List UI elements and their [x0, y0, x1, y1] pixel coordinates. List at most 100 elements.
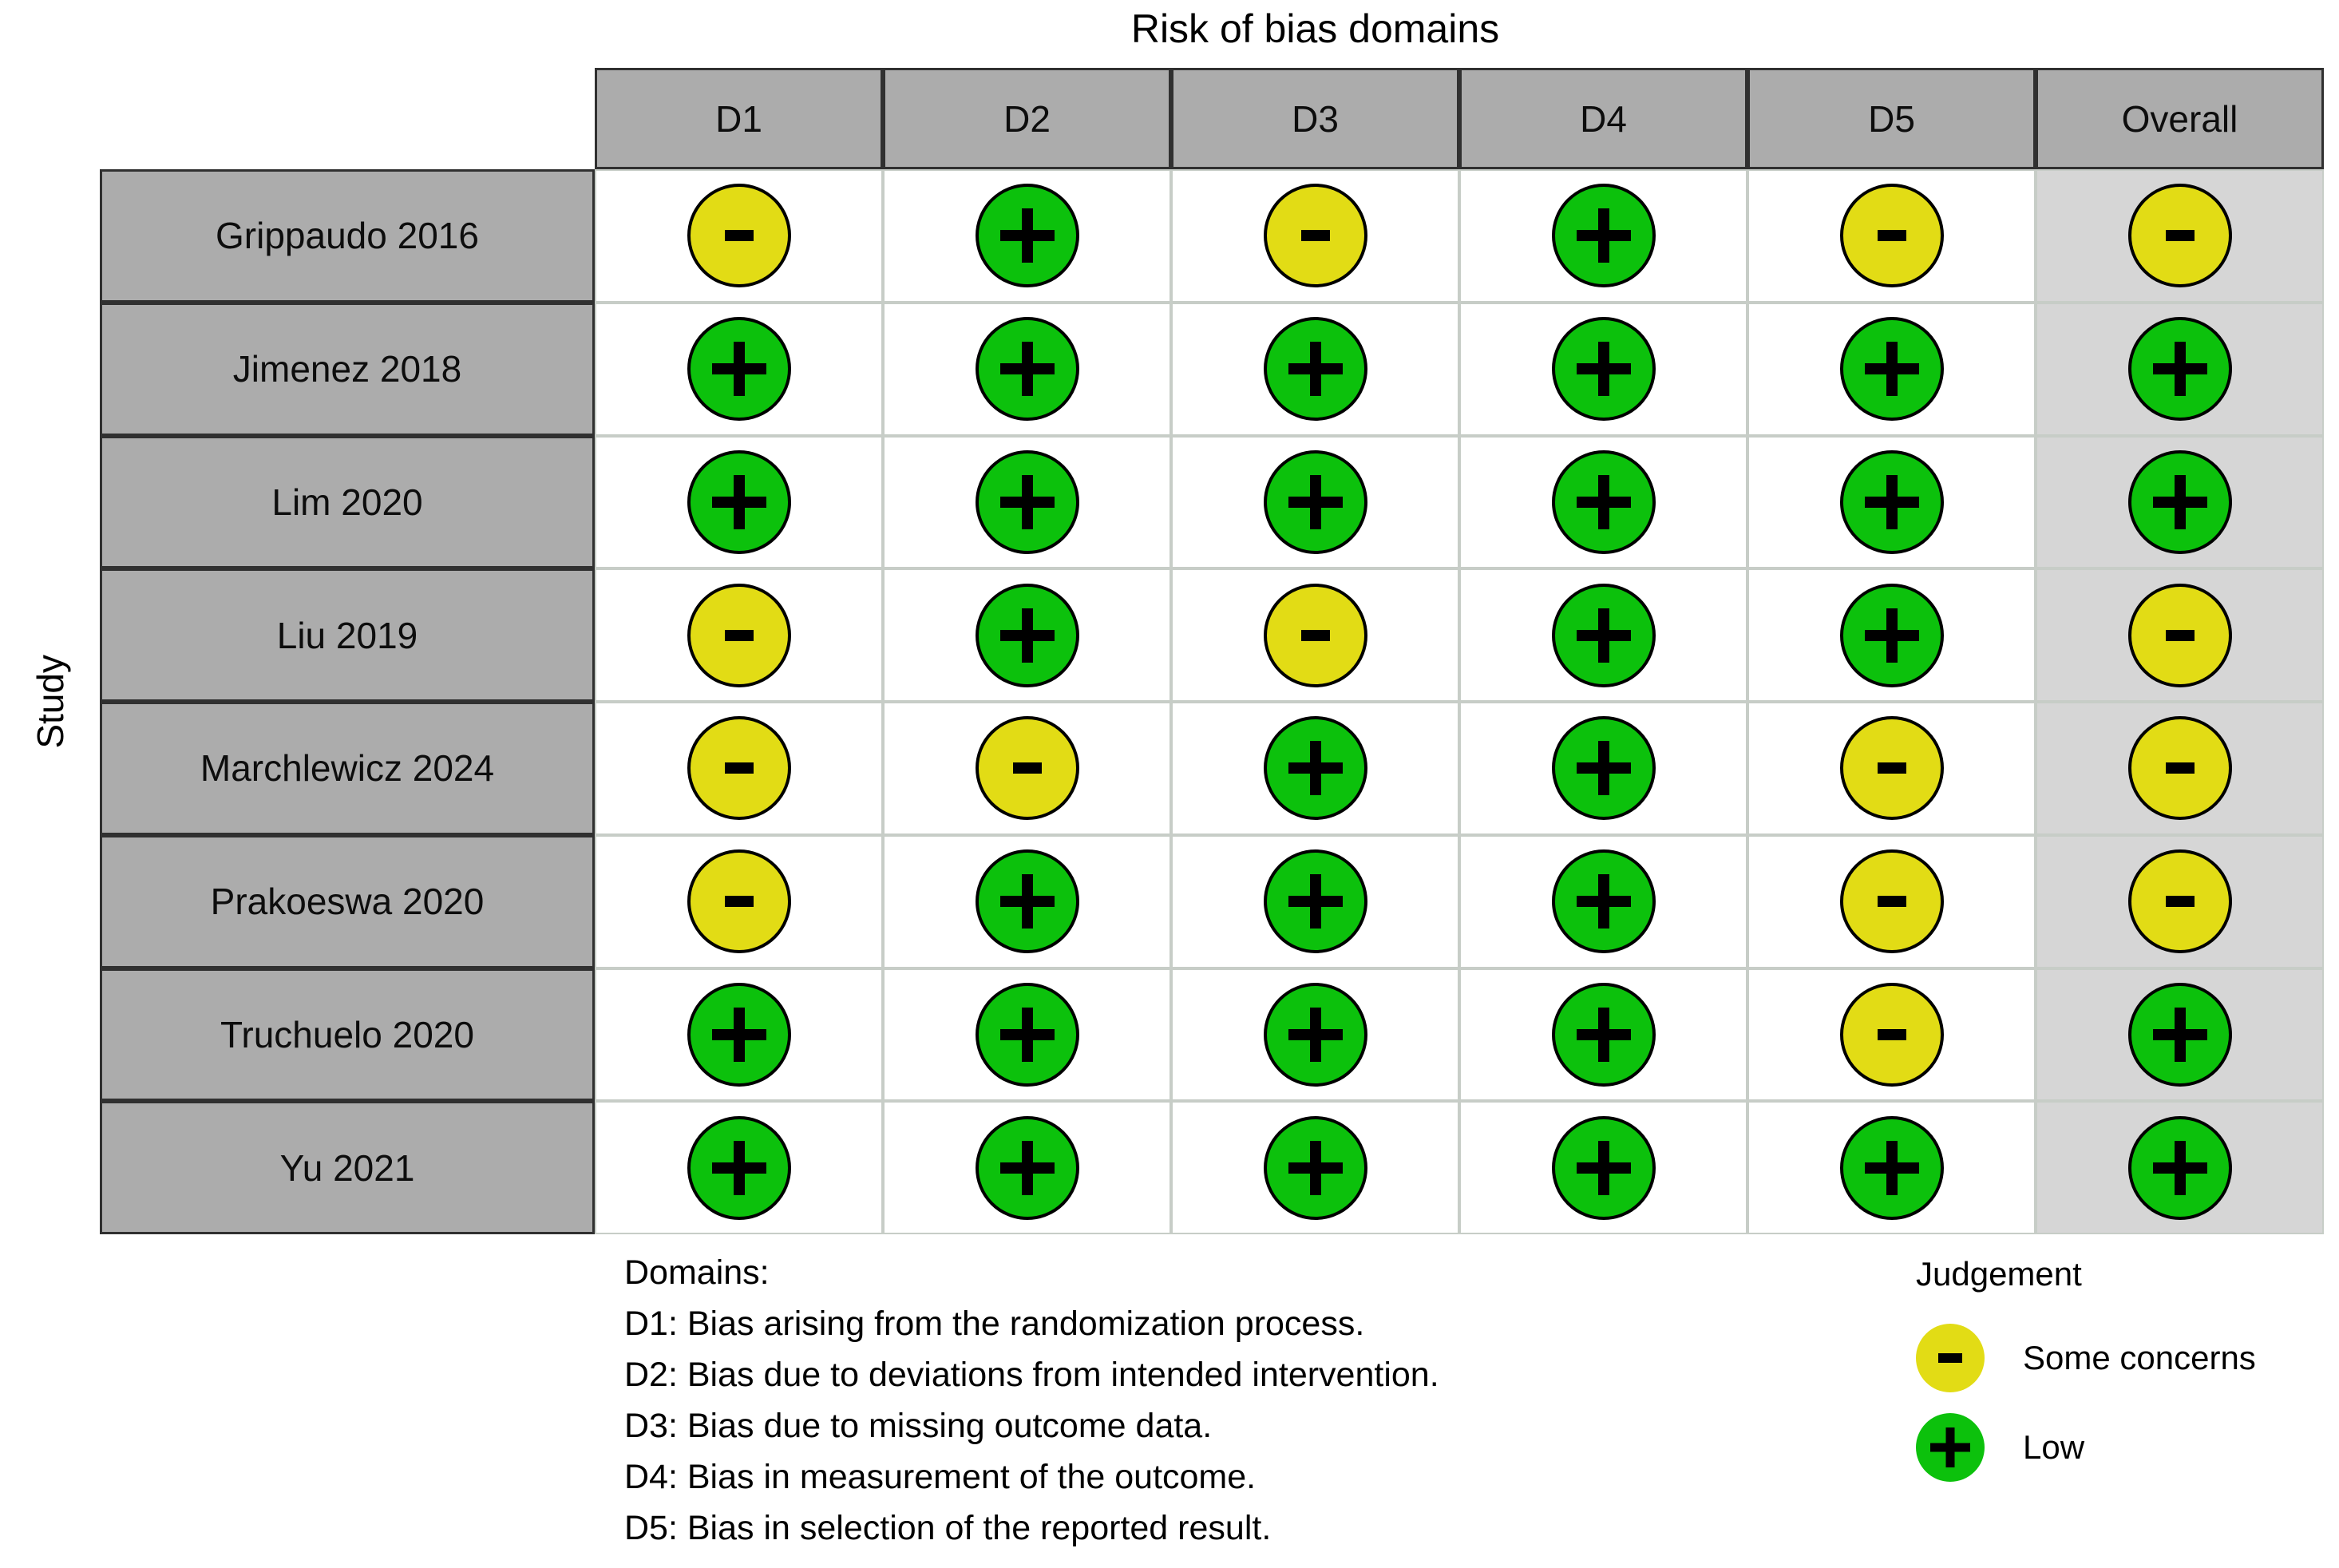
rob-cell [883, 169, 1171, 303]
plus-icon [2131, 986, 2229, 1083]
judgement-circle-low [975, 583, 1079, 687]
judgement-circle-low [2127, 1115, 2232, 1220]
judgement-circle-low [1263, 849, 1367, 954]
plus-icon [2131, 1119, 2229, 1217]
judgement-circle-low [1263, 317, 1367, 422]
judgement-circle-low [1263, 449, 1367, 554]
plus-icon [1267, 453, 1364, 551]
rob-cell [1171, 1101, 1459, 1234]
minus-icon [1843, 986, 1941, 1083]
judgement-circle-low [1551, 1115, 1656, 1220]
plus-icon [1555, 320, 1652, 418]
plus-icon [1267, 1119, 1364, 1217]
plus-icon [1916, 1413, 1985, 1482]
judgement-circle-some_concerns [2127, 184, 2232, 288]
minus-icon [691, 587, 788, 684]
plus-icon [2131, 320, 2229, 418]
rob-cell [1459, 834, 1747, 968]
judgement-circle-low [1551, 982, 1656, 1087]
minus-icon [1843, 187, 1941, 284]
column-header-d3: D3 [1171, 68, 1459, 169]
judgement-circle-some_concerns [975, 716, 1079, 821]
plus-icon [1555, 1119, 1652, 1217]
plus-icon [1267, 719, 1364, 817]
minus-icon [1267, 587, 1364, 684]
domain-definition: D4: Bias in measurement of the outcome. [624, 1458, 1257, 1496]
judgement-circle-low [687, 317, 791, 422]
plus-icon [1843, 587, 1941, 684]
rob-cell [883, 702, 1171, 835]
legend-label: Low [2023, 1428, 2085, 1466]
judgement-circle-low [975, 449, 1079, 554]
rob-cell [2036, 568, 2324, 702]
rob-cell [1171, 968, 1459, 1102]
rob-cell [1747, 568, 2036, 702]
minus-icon [1843, 853, 1941, 950]
rob-cell [1747, 968, 2036, 1102]
plus-icon [1267, 320, 1364, 418]
rob-cell [1171, 435, 1459, 569]
rob-cell [883, 968, 1171, 1102]
legend-item-some_concerns: Some concerns [1916, 1324, 2256, 1392]
judgement-circle-low [1839, 1115, 1944, 1220]
rob-cell [595, 568, 883, 702]
judgement-circle-low [975, 1115, 1079, 1220]
domain-definition: D3: Bias due to missing outcome data. [624, 1407, 1213, 1445]
figure-title: Risk of bias domains [1130, 6, 1500, 51]
plus-icon [979, 1119, 1076, 1217]
judgement-circle-low [2127, 982, 2232, 1087]
plus-icon [979, 187, 1076, 284]
rob-cell [1171, 169, 1459, 303]
judgement-circle-some_concerns [2127, 583, 2232, 687]
rob-cell [1747, 169, 2036, 303]
plus-icon [1555, 587, 1652, 684]
rob-cell [883, 1101, 1171, 1234]
judgement-circle-low [975, 317, 1079, 422]
plus-icon [691, 453, 788, 551]
rob-cell [1459, 1101, 1747, 1234]
minus-icon [691, 187, 788, 284]
legend-heading: Judgement [1916, 1255, 2082, 1293]
minus-icon [691, 719, 788, 817]
corner-spacer [100, 68, 595, 169]
study-label: Grippaudo 2016 [100, 169, 595, 303]
study-label: Marchlewicz 2024 [100, 702, 595, 835]
judgement-circle-some_concerns [1839, 716, 1944, 821]
judgement-circle-low [975, 184, 1079, 288]
minus-icon [2131, 187, 2229, 284]
rob-cell [1747, 702, 2036, 835]
rob-cell [1171, 834, 1459, 968]
study-label: Liu 2019 [100, 568, 595, 702]
rob-cell [883, 568, 1171, 702]
judgement-circle-some_concerns [687, 716, 791, 821]
rob-cell [1459, 968, 1747, 1102]
rob-cell [595, 302, 883, 436]
judgement-circle-low [2127, 317, 2232, 422]
judgement-circle-low [1551, 317, 1656, 422]
judgement-circle-low [687, 449, 791, 554]
rob-cell [595, 169, 883, 303]
plus-icon [979, 986, 1076, 1083]
judgement-circle-some_concerns [2127, 716, 2232, 821]
plus-icon [979, 587, 1076, 684]
judgement-circle-low [1839, 449, 1944, 554]
domain-definition: D2: Bias due to deviations from intended… [624, 1356, 1439, 1394]
judgement-circle-some_concerns [1263, 184, 1367, 288]
rob-cell [2036, 1101, 2324, 1234]
rob-cell [1747, 302, 2036, 436]
plus-icon [691, 1119, 788, 1217]
rob-cell [2036, 169, 2324, 303]
rob-cell [2036, 702, 2324, 835]
plus-icon [1843, 320, 1941, 418]
rob-cell [595, 968, 883, 1102]
rob-cell [883, 834, 1171, 968]
plus-icon [979, 853, 1076, 950]
legend-items: Some concerns Low [1916, 1324, 2256, 1482]
column-header-d4: D4 [1459, 68, 1747, 169]
rob-cell [1459, 435, 1747, 569]
plus-icon [1555, 986, 1652, 1083]
rob-cell [883, 302, 1171, 436]
minus-icon [691, 853, 788, 950]
study-label: Truchuelo 2020 [100, 968, 595, 1102]
study-axis-label: Study [30, 655, 71, 749]
